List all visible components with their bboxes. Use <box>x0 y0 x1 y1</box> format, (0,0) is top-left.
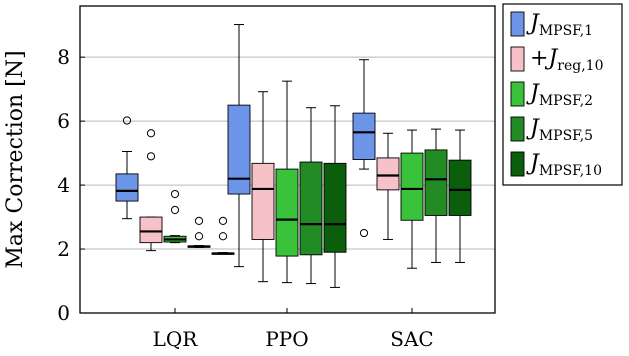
box-body <box>352 112 376 160</box>
x-tick-label-ppo: PPO <box>265 327 308 351</box>
y-tick-label: 2 <box>57 237 70 261</box>
y-tick-label: 6 <box>57 109 70 133</box>
box-body <box>115 173 139 202</box>
box-body <box>448 159 472 216</box>
legend: JMPSF,1 +Jreg,10 JMPSF,2 JMPSF,5 JMPSF,10 <box>502 3 623 186</box>
box-sac-series-2 <box>376 132 400 240</box>
legend-item-3: JMPSF,2 <box>510 81 593 109</box>
legend-swatch <box>510 11 525 37</box>
outlier-point <box>218 232 228 241</box>
box-sac-series-5 <box>448 129 472 263</box>
legend-item-2: +Jreg,10 <box>510 46 603 74</box>
box-lqr-series-2 <box>139 129 163 252</box>
legend-label: +Jreg,10 <box>530 46 603 74</box>
legend-swatch <box>510 81 525 107</box>
box-sac-series-4 <box>424 128 448 263</box>
outlier-point <box>146 129 156 138</box>
outlier-point <box>146 152 156 161</box>
y-axis-label: Max Correction [N] <box>3 50 28 268</box>
box-body <box>139 216 163 244</box>
boxes <box>115 24 472 288</box>
legend-item-5: JMPSF,10 <box>510 151 602 179</box>
axis-ticks: 0 2 4 6 8 LQR PPO SAC <box>57 45 433 351</box>
y-tick-label: 4 <box>57 173 70 197</box>
legend-item-4: JMPSF,5 <box>510 116 593 144</box>
box-lqr-series-1 <box>115 116 139 220</box>
box-ppo-series-5 <box>323 105 347 288</box>
y-tick-label: 0 <box>57 301 70 325</box>
outlier-point <box>218 216 228 225</box>
outlier-point <box>194 232 204 241</box>
box-sac-series-1 <box>352 59 376 238</box>
x-tick-label-sac: SAC <box>390 327 433 351</box>
outlier-point <box>194 216 204 225</box>
outlier-point <box>170 205 180 215</box>
box-body <box>323 162 347 253</box>
outlier-point <box>359 228 369 238</box>
box-sac-series-3 <box>400 129 424 269</box>
box-ppo-series-2 <box>251 91 275 283</box>
box-lqr-series-3 <box>163 189 187 244</box>
legend-swatch <box>510 46 525 72</box>
box-body <box>400 152 424 221</box>
legend-swatch <box>510 116 525 142</box>
box-ppo-series-3 <box>275 80 299 284</box>
box-ppo-series-4 <box>299 107 323 285</box>
legend-label: JMPSF,1 <box>526 11 593 39</box>
box-body <box>299 161 323 256</box>
y-tick-label: 8 <box>57 45 70 69</box>
legend-label: JMPSF,5 <box>526 116 593 144</box>
box-body <box>275 168 299 257</box>
outlier-point <box>170 189 180 199</box>
box-body <box>251 162 275 240</box>
legend-item-1: JMPSF,1 <box>510 11 593 39</box>
box-lqr-series-4 <box>187 216 211 248</box>
outlier-point <box>122 116 132 125</box>
x-tick-label-lqr: LQR <box>153 327 199 351</box>
legend-swatch <box>510 151 525 177</box>
legend-label: JMPSF,10 <box>526 151 602 179</box>
legend-label: JMPSF,2 <box>526 81 593 109</box>
box-body <box>227 104 251 195</box>
box-lqr-series-5 <box>211 216 235 255</box>
box-body <box>424 149 448 216</box>
box-body <box>376 157 400 191</box>
box-ppo-series-1 <box>227 24 251 268</box>
